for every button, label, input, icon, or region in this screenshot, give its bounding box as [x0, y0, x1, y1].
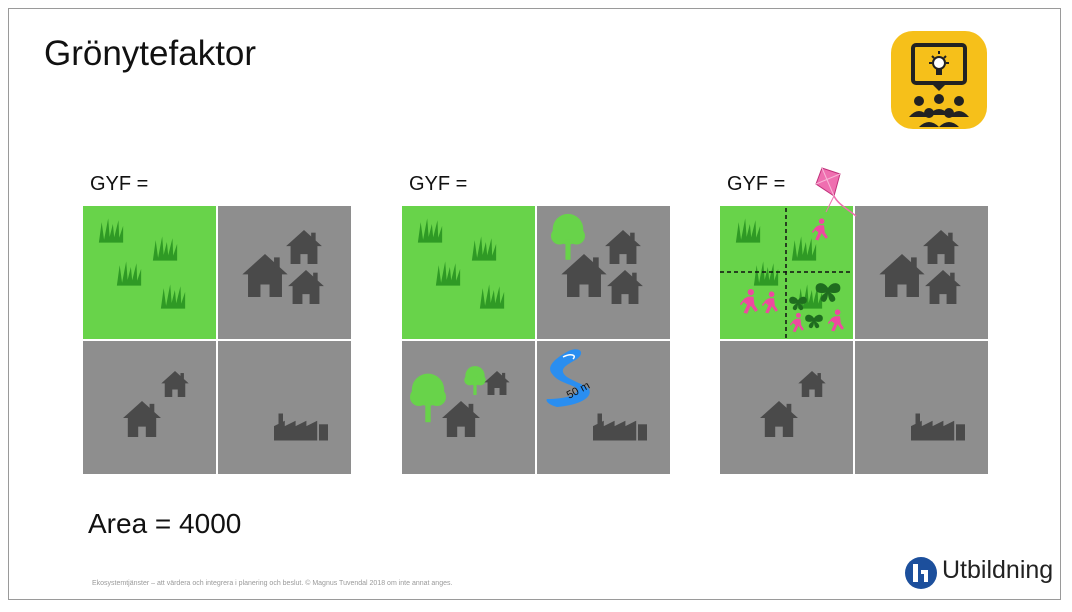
- house-icon: [442, 401, 480, 437]
- house-icon: [760, 401, 798, 437]
- gray-tile: [855, 206, 988, 339]
- logo-icon: [905, 557, 937, 589]
- house-icon: [923, 230, 959, 264]
- grass-icon: [160, 284, 186, 309]
- house-icon: [605, 230, 641, 264]
- gray-tile: [537, 206, 670, 339]
- utbildning-logo: Utbildning: [904, 552, 1054, 594]
- stream-icon: 50 m: [546, 349, 592, 407]
- grass-icon: [471, 236, 497, 261]
- house-icon: [484, 371, 510, 395]
- tree-icon: [410, 373, 446, 423]
- site-panel-2: 50 m: [402, 206, 670, 474]
- green-tile: [83, 206, 216, 339]
- house-icon: [286, 230, 322, 264]
- gyf-label-2: GYF =: [409, 173, 468, 195]
- grass-icon: [753, 261, 779, 286]
- site-panel-1: [83, 206, 351, 474]
- tree-icon: [551, 213, 585, 260]
- grass-icon: [116, 261, 142, 286]
- house-icon: [123, 401, 161, 437]
- factory-icon: [593, 413, 647, 441]
- area-text: Area = 4000: [88, 508, 242, 539]
- grass-icon: [735, 218, 761, 243]
- presenter-icon: [891, 31, 987, 129]
- gray-tile: [720, 341, 853, 474]
- grass-icon: [98, 218, 124, 243]
- house-icon: [242, 254, 288, 297]
- factory-icon: [274, 413, 328, 441]
- grass-icon: [791, 236, 817, 261]
- person-icon: [790, 312, 804, 333]
- gray-tile: [855, 341, 988, 474]
- gyf-label-1: GYF =: [90, 173, 149, 195]
- grass-icon: [152, 236, 178, 261]
- house-icon: [288, 270, 324, 304]
- butterfly-icon: [805, 314, 823, 329]
- grass-icon: [435, 261, 461, 286]
- person-icon: [828, 309, 844, 332]
- gray-tile: [218, 341, 351, 474]
- green-tile: [402, 206, 535, 339]
- gyf-label-3: GYF =: [727, 173, 786, 195]
- footer-text: Ekosystemtjänster – att värdera och inte…: [92, 580, 453, 587]
- grass-icon: [417, 218, 443, 243]
- butterfly-icon: [815, 283, 841, 302]
- logo-text: Utbildning: [942, 556, 1054, 584]
- site-panel-3: [720, 206, 988, 474]
- person-icon: [762, 291, 778, 314]
- slide-title: Grönytefaktor: [44, 34, 257, 73]
- house-icon: [161, 371, 189, 397]
- gray-tile: [83, 341, 216, 474]
- house-icon: [879, 254, 925, 297]
- grass-icon: [479, 284, 505, 309]
- house-icon: [925, 270, 961, 304]
- factory-icon: [911, 413, 965, 441]
- house-icon: [561, 254, 607, 297]
- kite-icon: [815, 167, 857, 217]
- person-icon: [740, 288, 758, 314]
- gray-tile: [402, 341, 535, 474]
- gray-tile: 50 m: [537, 341, 670, 474]
- gray-tile: [218, 206, 351, 339]
- green-tile: [720, 206, 853, 339]
- tree-icon: [464, 366, 486, 395]
- house-icon: [607, 270, 643, 304]
- house-icon: [798, 371, 826, 397]
